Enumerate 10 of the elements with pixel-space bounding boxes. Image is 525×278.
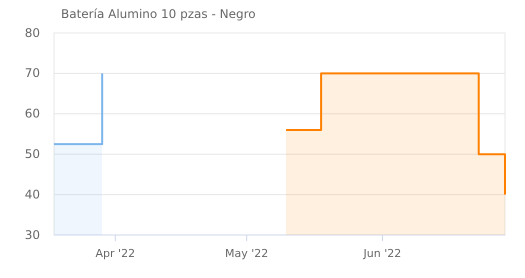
y-tick-label: 50 [24,147,40,162]
x-tick-label: May '22 [225,247,268,260]
y-tick-label: 40 [24,187,40,202]
y-tick-label: 80 [24,26,40,40]
y-tick-label: 60 [24,106,40,121]
chart-title: Batería Alumino 10 pzas - Negro [61,7,256,21]
y-tick-label: 30 [24,228,40,242]
x-tick-label: Jun '22 [362,247,402,260]
x-tick-label: Apr '22 [96,247,136,260]
y-tick-label: 70 [24,66,40,80]
